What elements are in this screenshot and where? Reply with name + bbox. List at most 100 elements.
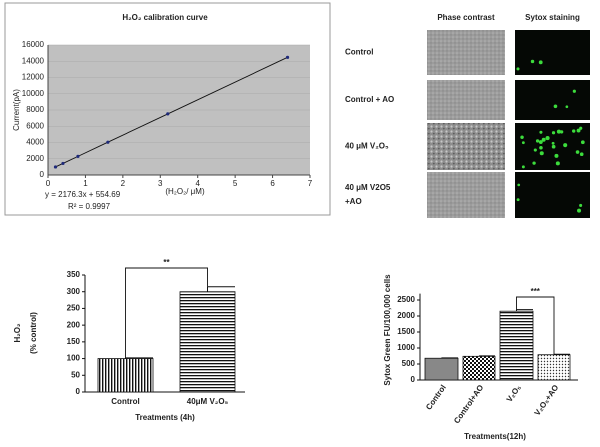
- stained-cell: [533, 148, 537, 152]
- y-axis-label: (% control): [29, 312, 38, 354]
- y-tick-label: 150: [67, 337, 81, 346]
- significance-label: **: [163, 258, 170, 267]
- stained-cell: [541, 137, 546, 142]
- y-tick-label: 300: [67, 287, 81, 296]
- data-point: [76, 154, 80, 158]
- y-tick-label: 350: [67, 270, 81, 279]
- row-label: Control: [345, 48, 373, 57]
- x-tick-label: V₂O₅+AO: [533, 383, 561, 417]
- y-axis-label: Current(pA): [12, 89, 21, 131]
- data-point: [285, 55, 290, 59]
- row-label: +AO: [345, 197, 362, 206]
- y-tick-label: 500: [402, 359, 416, 368]
- x-tick-label: 2: [121, 179, 126, 188]
- x-tick-label: 7: [308, 179, 313, 188]
- y-tick-label: 250: [67, 304, 81, 313]
- stained-cell: [516, 198, 520, 202]
- y-tick-label: 0: [40, 170, 45, 179]
- row-label: Control + AO: [345, 95, 394, 104]
- equation: y = 2176.3x + 554.69: [45, 190, 121, 199]
- stained-cell: [539, 151, 544, 156]
- stained-cell: [579, 203, 583, 207]
- stained-cell: [579, 152, 584, 157]
- bar: [97, 358, 154, 393]
- y-tick-label: 1000: [397, 343, 415, 352]
- stained-cell: [516, 67, 520, 71]
- image-panel: Phase contrast Sytox staining Control Contr…: [345, 13, 590, 218]
- significance-label: ***: [531, 287, 541, 296]
- chart-title: H₂O₂ calibration curve: [122, 13, 208, 22]
- stained-cell: [538, 60, 543, 65]
- phase-contrast-image: [427, 172, 505, 218]
- y-axis-label: Sytox Green FU/100,000 cells: [383, 274, 392, 386]
- data-point: [61, 161, 65, 166]
- y-tick-label: 100: [67, 354, 81, 363]
- y-tick-label: 0: [76, 387, 81, 396]
- stained-cell: [575, 150, 580, 154]
- stained-cell: [565, 105, 569, 109]
- y-tick-label: 0: [411, 375, 416, 384]
- x-tick-label: V₂O₅: [505, 383, 523, 404]
- error-bar: [207, 286, 235, 292]
- stained-cell: [517, 183, 521, 187]
- x-axis-label: Treatments (4h): [135, 413, 195, 422]
- sytox-image: [515, 80, 590, 120]
- y-tick-label: 2000: [26, 154, 44, 163]
- column-header: Sytox staining: [525, 13, 580, 22]
- row-label: 40 μM V₂O₅: [345, 142, 389, 151]
- r-squared: R² = 0.9997: [68, 202, 111, 211]
- stained-cell: [551, 141, 555, 145]
- significance-bracket: [125, 267, 208, 359]
- x-tick-label: Control: [111, 397, 139, 406]
- stained-cell: [553, 104, 558, 109]
- y-tick-label: 16000: [22, 40, 45, 49]
- stained-cell: [579, 126, 583, 130]
- data-point: [106, 140, 110, 144]
- y-tick-label: 6000: [26, 121, 44, 130]
- y-tick-label: 12000: [22, 73, 45, 82]
- row-label: 40 μM V2O5: [345, 183, 391, 192]
- y-tick-label: 8000: [26, 105, 44, 114]
- x-tick-label: 1: [83, 179, 88, 188]
- stained-cell: [551, 131, 556, 135]
- stained-cell: [556, 129, 561, 134]
- stained-cell: [572, 89, 576, 93]
- x-tick-label: 5: [233, 179, 238, 188]
- stained-cell: [555, 161, 560, 166]
- y-tick-label: 1500: [397, 327, 415, 336]
- phase-contrast-image: [427, 123, 505, 170]
- stained-cell: [563, 143, 568, 148]
- x-tick-label: Control+AO: [452, 383, 485, 425]
- data-point: [53, 165, 58, 169]
- stained-cell: [535, 139, 540, 143]
- stained-cell: [545, 136, 550, 141]
- y-tick-label: 2500: [397, 295, 415, 304]
- x-tick-label: 4: [195, 179, 200, 188]
- stained-cell: [520, 135, 524, 139]
- x-tick-label: 0: [46, 179, 51, 188]
- column-header: Phase contrast: [437, 13, 495, 22]
- stained-cell: [539, 146, 543, 150]
- sytox-image: [515, 30, 590, 75]
- x-axis-label: (H₂O₂/ μM): [165, 187, 205, 196]
- stained-cell: [532, 161, 536, 165]
- stained-cell: [539, 130, 543, 134]
- bar: [462, 355, 496, 381]
- y-tick-label: 4000: [26, 138, 44, 147]
- y-tick-label: 10000: [22, 89, 45, 98]
- y-tick-label: 2000: [397, 311, 415, 320]
- stained-cell: [576, 128, 581, 133]
- y-tick-label: 14000: [22, 56, 45, 65]
- stained-cell: [554, 153, 559, 158]
- x-tick-label: 3: [158, 179, 163, 188]
- y-axis-label: H₂O₂: [13, 323, 22, 343]
- stained-cell: [538, 140, 543, 144]
- y-tick-label: 200: [67, 320, 81, 329]
- stained-cell: [530, 59, 535, 64]
- significance-bracket: [516, 296, 555, 355]
- bar: [179, 291, 236, 393]
- x-tick-label: 40μM V₂O₅: [187, 397, 229, 406]
- phase-contrast-image: [427, 80, 505, 120]
- stained-cell: [577, 208, 582, 213]
